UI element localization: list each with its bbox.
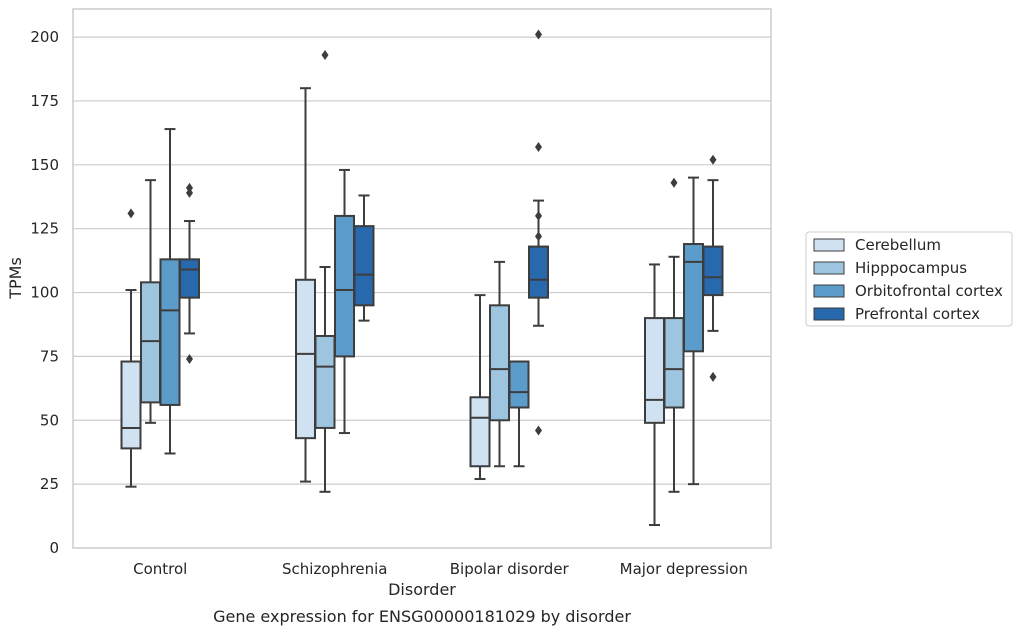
outlier-point xyxy=(709,371,717,382)
box-orbitofrontal-cortex xyxy=(334,168,355,435)
x-tick-label: Control xyxy=(133,560,187,578)
legend-swatch xyxy=(813,307,845,321)
y-tick-label: 200 xyxy=(30,28,59,46)
box-iqr xyxy=(159,258,181,406)
legend-frame xyxy=(805,231,1013,327)
box-iqr xyxy=(702,245,724,297)
y-tick-label: 75 xyxy=(40,347,59,365)
box-iqr xyxy=(683,243,704,353)
legend-label: Hipppocampus xyxy=(855,259,967,277)
y-tick-label: 175 xyxy=(30,92,59,110)
box-hipppocampus xyxy=(140,179,161,424)
outlier-point xyxy=(186,187,193,198)
box-orbitofrontal-cortex xyxy=(508,360,530,468)
outlier-point xyxy=(709,154,717,165)
x-tick-labels: Control Schizophrenia Bipolar disorder Majo… xyxy=(133,560,748,578)
legend-swatch xyxy=(813,261,845,275)
y-tick-label: 50 xyxy=(40,411,59,429)
legend: Cerebellum Hipppocampus Orbitofrontal cort… xyxy=(805,231,1013,327)
box-prefrontal-cortex xyxy=(702,154,724,382)
box-iqr xyxy=(489,304,510,422)
box-iqr xyxy=(508,360,530,409)
outlier-point xyxy=(535,425,542,436)
box-iqr xyxy=(469,396,491,468)
box-prefrontal-cortex xyxy=(528,29,549,436)
x-tick-label: Schizophrenia xyxy=(282,560,387,578)
box-orbitofrontal-cortex xyxy=(683,176,704,486)
y-tick-label: 25 xyxy=(40,475,59,493)
box-hipppocampus xyxy=(663,177,685,493)
legend-label: Orbitofrontal cortex xyxy=(855,282,1003,300)
box-cerebellum xyxy=(295,87,316,483)
box-iqr xyxy=(528,245,549,299)
box-iqr xyxy=(663,317,685,409)
box-cerebellum xyxy=(469,294,491,481)
y-tick-label: 0 xyxy=(49,539,59,557)
y-tick-label: 100 xyxy=(30,284,59,302)
box-hipppocampus xyxy=(489,260,510,468)
box-iqr xyxy=(140,281,161,404)
outlier-point xyxy=(127,208,135,219)
box-prefrontal-cortex xyxy=(179,182,200,364)
box-iqr xyxy=(353,225,375,307)
plot-area-frame xyxy=(72,8,772,549)
box-iqr xyxy=(179,258,200,299)
box-iqr xyxy=(334,214,355,358)
box-iqr xyxy=(644,317,665,424)
box-groups xyxy=(120,29,724,527)
box-orbitofrontal-cortex xyxy=(159,128,181,455)
box-iqr xyxy=(120,360,142,450)
legend-swatch xyxy=(813,238,845,252)
x-tick-label: Bipolar disorder xyxy=(450,560,570,578)
y-tick-labels: 0 25 50 75 100 125 150 175 200 xyxy=(30,28,59,557)
outlier-point xyxy=(670,177,678,188)
outlier-point xyxy=(321,49,329,60)
legend-label: Cerebellum xyxy=(855,236,941,254)
outlier-point xyxy=(535,29,542,40)
box-iqr xyxy=(295,278,316,440)
y-tick-label: 150 xyxy=(30,156,59,174)
chart-caption: Gene expression for ENSG00000181029 by d… xyxy=(213,607,631,626)
y-axis-label: TPMs xyxy=(6,257,25,300)
outlier-point xyxy=(186,353,193,364)
outlier-point xyxy=(186,182,193,193)
legend-swatch xyxy=(813,284,845,298)
y-tick-label: 125 xyxy=(30,220,59,238)
box-cerebellum xyxy=(120,208,142,488)
x-tick-label: Major depression xyxy=(620,560,748,578)
x-axis-label: Disorder xyxy=(388,580,456,599)
legend-label: Prefrontal cortex xyxy=(855,305,980,323)
outlier-point xyxy=(535,231,542,242)
outlier-point xyxy=(535,141,542,152)
box-hipppocampus xyxy=(314,49,336,493)
outlier-point xyxy=(535,210,542,221)
box-prefrontal-cortex xyxy=(353,194,375,322)
box-iqr xyxy=(314,334,336,429)
